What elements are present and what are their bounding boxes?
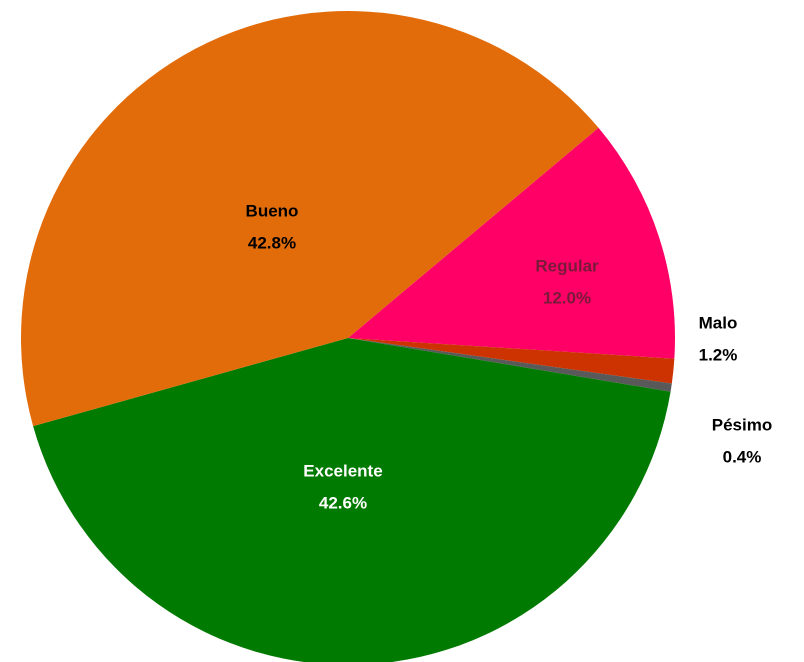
pie-slice [348, 338, 672, 392]
slice-label: Pésimo [712, 415, 772, 434]
pie-slice [348, 338, 675, 384]
pie-slice [348, 127, 675, 359]
slice-label: Malo [699, 313, 738, 332]
slice-label: Regular [535, 256, 599, 275]
slice-value-label: 0.4% [723, 447, 762, 466]
slice-value-label: 42.6% [319, 493, 367, 512]
slice-label: Bueno [246, 201, 299, 220]
pie-slice [20, 10, 599, 427]
slice-value-label: 42.8% [248, 233, 296, 252]
slice-value-label: 1.2% [699, 345, 738, 364]
slice-value-label: 12.0% [543, 288, 591, 307]
pie-slice [33, 338, 671, 662]
slice-label: Excelente [303, 461, 382, 480]
